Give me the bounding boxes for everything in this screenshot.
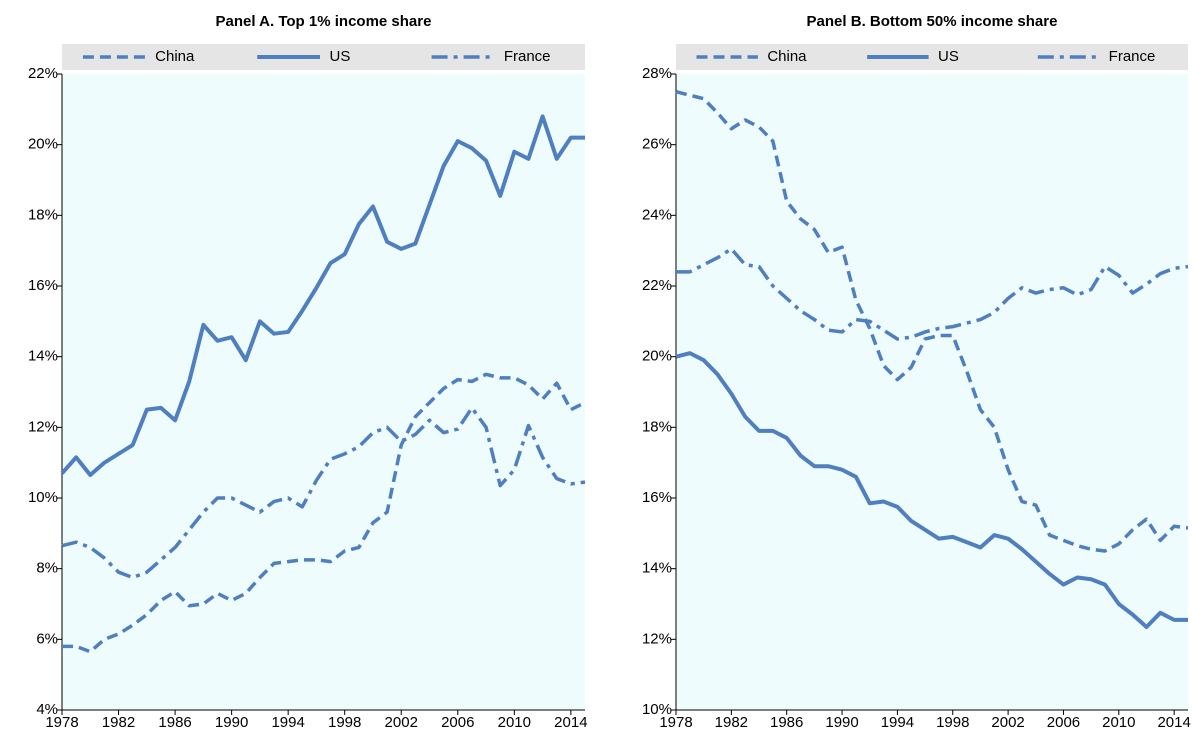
x-tick-label: 2002 (385, 714, 418, 731)
legend-label: US (938, 48, 959, 65)
y-tick-label: 18% (642, 418, 672, 435)
series-line (675, 351, 1188, 629)
series-line (675, 89, 1189, 553)
y-tick-label: 28% (642, 65, 672, 82)
x-tick-label: 2014 (554, 714, 587, 731)
y-tick-label: 14% (28, 348, 58, 365)
y-tick-label: 20% (28, 136, 58, 153)
y-tick-label: 20% (642, 348, 672, 365)
y-tick-label: 16% (642, 489, 672, 506)
x-tick-label: 2010 (1102, 714, 1135, 731)
y-tick-label: 6% (36, 630, 58, 647)
x-tick-label: 1978 (659, 714, 692, 731)
x-tick-label: 1998 (328, 714, 361, 731)
y-tick-label: 14% (642, 560, 672, 577)
legend-band (62, 44, 585, 70)
y-tick-label: 10% (642, 701, 672, 718)
x-tick-label: 2014 (1157, 714, 1190, 731)
legend-label: China (767, 48, 807, 65)
x-tick-label: 2010 (498, 714, 531, 731)
x-tick-label: 1994 (881, 714, 914, 731)
y-tick-label: 4% (36, 701, 58, 718)
series-line (62, 372, 586, 654)
y-tick-label: 26% (642, 136, 672, 153)
series-line (676, 247, 1189, 341)
y-tick-label: 8% (36, 560, 58, 577)
x-tick-label: 2002 (991, 714, 1024, 731)
plot-area (676, 74, 1188, 710)
legend-label: France (504, 48, 551, 65)
x-tick-label: 2006 (1047, 714, 1080, 731)
panel-title: Panel B. Bottom 50% income share (807, 13, 1058, 30)
y-tick-label: 16% (28, 277, 58, 294)
x-tick-label: 1994 (271, 714, 304, 731)
panel-title: Panel A. Top 1% income share (216, 13, 432, 30)
plot-area (62, 74, 585, 710)
x-tick-label: 1982 (102, 714, 135, 731)
x-tick-label: 1982 (715, 714, 748, 731)
series-line (61, 406, 586, 580)
legend-label: France (1109, 48, 1156, 65)
x-tick-label: 1978 (45, 714, 78, 731)
y-tick-label: 18% (28, 206, 58, 223)
y-tick-label: 22% (28, 65, 58, 82)
series-line (60, 114, 585, 478)
x-tick-label: 1998 (936, 714, 969, 731)
legend-label: US (330, 48, 351, 65)
x-tick-label: 1990 (215, 714, 248, 731)
y-tick-label: 22% (642, 277, 672, 294)
x-tick-label: 2006 (441, 714, 474, 731)
legend-band (676, 44, 1188, 70)
y-tick-label: 12% (28, 418, 58, 435)
y-tick-label: 24% (642, 206, 672, 223)
legend-label: China (155, 48, 195, 65)
x-tick-label: 1986 (158, 714, 191, 731)
y-tick-label: 12% (642, 630, 672, 647)
x-tick-label: 1986 (770, 714, 803, 731)
x-tick-label: 1990 (825, 714, 858, 731)
y-tick-label: 10% (28, 489, 58, 506)
